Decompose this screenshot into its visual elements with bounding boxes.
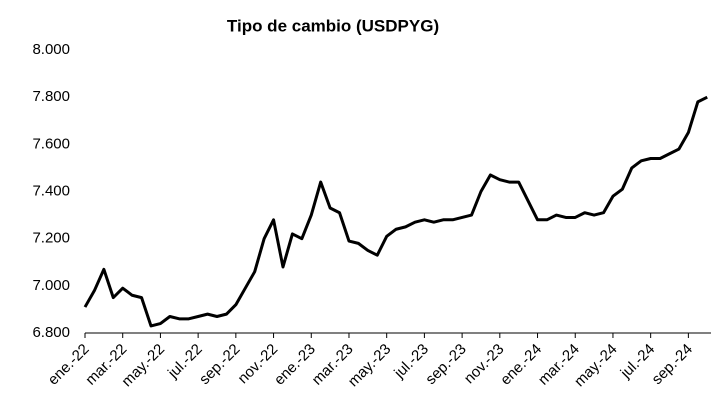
y-tick-label: 6.800 [32,324,70,341]
x-tick-label: sep.-22 [196,341,243,388]
y-tick-label: 7.000 [32,277,70,294]
x-tick-label: may.-24 [571,341,621,391]
chart-title: Tipo de cambio (USDPYG) [227,16,439,35]
y-tick-label: 7.400 [32,182,70,199]
x-tick-label: sep.-23 [422,341,469,388]
y-tick-label: 7.200 [32,230,70,247]
x-tick-label: may.-22 [119,341,169,391]
x-tick-label: ene.-23 [271,341,319,389]
x-tick-label: sep.-24 [649,341,696,388]
x-tick-label: may.-23 [345,341,395,391]
line-series [83,95,708,328]
y-tick-label: 8.000 [32,41,70,58]
y-tick-label: 7.800 [32,88,70,105]
x-tick-label: ene.-22 [45,341,93,389]
x-tick-label: ene.-24 [497,341,545,389]
y-tick-label: 7.600 [32,135,70,152]
